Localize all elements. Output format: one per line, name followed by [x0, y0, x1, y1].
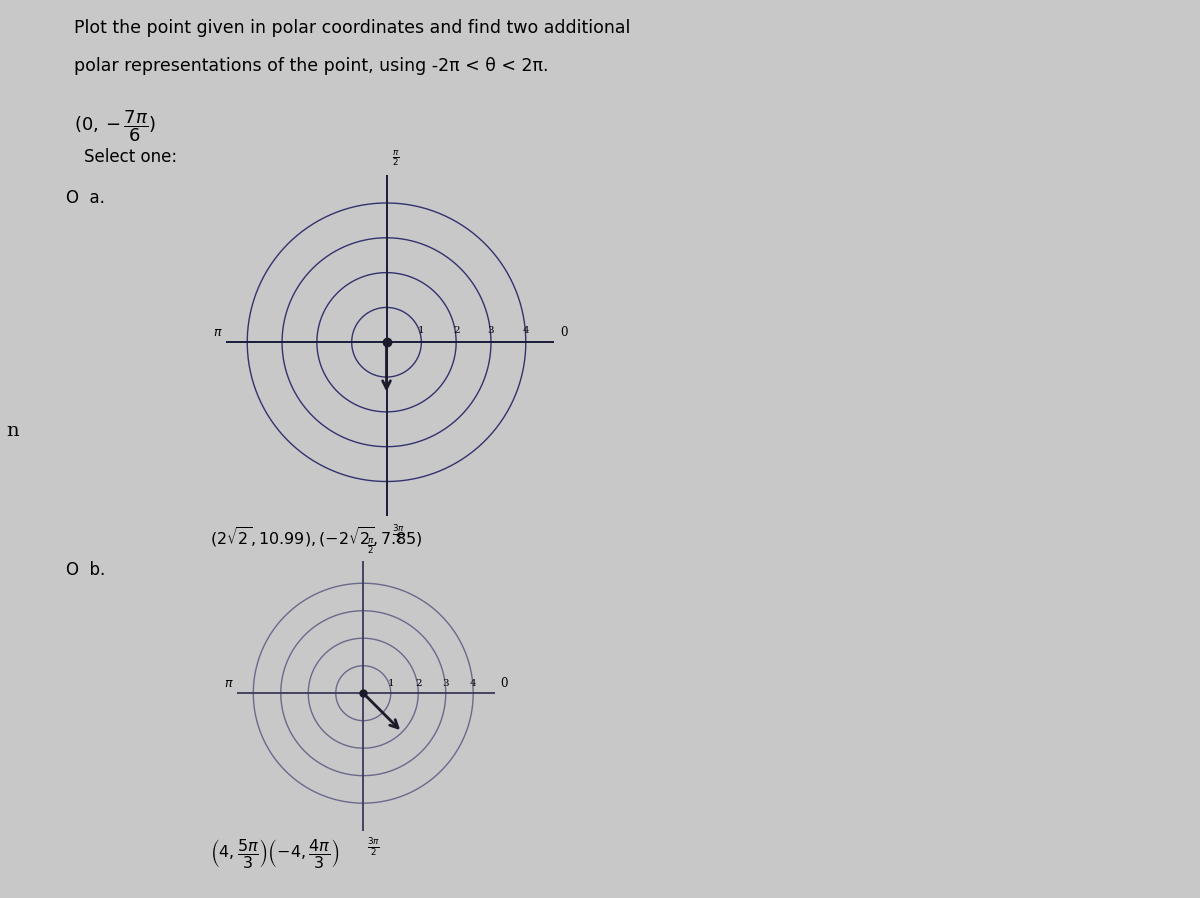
Text: O  a.: O a.	[66, 189, 104, 207]
Text: Plot the point given in polar coordinates and find two additional: Plot the point given in polar coordinate…	[74, 19, 631, 37]
Text: $\frac{3\pi}{2}$: $\frac{3\pi}{2}$	[391, 524, 404, 545]
Text: 3: 3	[443, 679, 449, 688]
Text: 4: 4	[470, 679, 476, 688]
Text: n: n	[6, 422, 19, 440]
Text: Select one:: Select one:	[84, 148, 178, 166]
Text: 0: 0	[500, 677, 509, 691]
Text: 3: 3	[487, 326, 494, 335]
Text: 2: 2	[452, 326, 460, 335]
Text: 2: 2	[415, 679, 421, 688]
Text: $(2\sqrt{2}, 10.99), (-2\sqrt{2}, 7.85)$: $(2\sqrt{2}, 10.99), (-2\sqrt{2}, 7.85)$	[210, 525, 422, 550]
Text: O  b.: O b.	[66, 561, 106, 579]
Text: 1: 1	[388, 679, 394, 688]
Text: polar representations of the point, using -2π < θ < 2π.: polar representations of the point, usin…	[74, 57, 548, 75]
Text: 4: 4	[522, 326, 529, 335]
Text: $\frac{\pi}{2}$: $\frac{\pi}{2}$	[367, 536, 374, 556]
Text: $\left(4, \dfrac{5\pi}{3}\right) \left(-4, \dfrac{4\pi}{3}\right)$: $\left(4, \dfrac{5\pi}{3}\right) \left(-…	[210, 837, 340, 870]
Text: $\pi$: $\pi$	[224, 677, 234, 691]
Text: 1: 1	[418, 326, 425, 335]
Text: $\pi$: $\pi$	[214, 326, 223, 339]
Text: $\frac{3\pi}{2}$: $\frac{3\pi}{2}$	[367, 836, 380, 858]
Text: 0: 0	[560, 326, 568, 339]
Text: $\frac{\pi}{2}$: $\frac{\pi}{2}$	[391, 149, 400, 168]
Text: $(0, -\dfrac{7\pi}{6})$: $(0, -\dfrac{7\pi}{6})$	[74, 109, 156, 144]
